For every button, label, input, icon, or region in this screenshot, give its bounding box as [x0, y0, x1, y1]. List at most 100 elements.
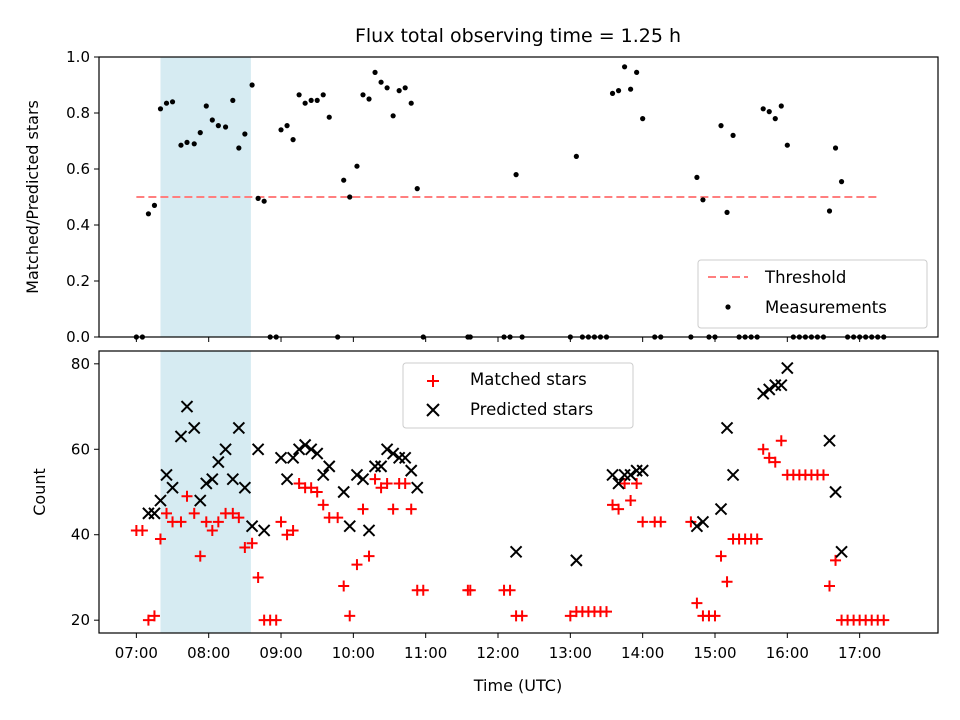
ratio-y-tick-label: 0.2: [66, 272, 90, 290]
legend-predicted-swatch: [426, 403, 440, 417]
predicted-star-point: [362, 524, 376, 537]
measurement-point: [360, 92, 366, 98]
measurement-point: [634, 69, 640, 75]
matched-star-point: [338, 580, 350, 592]
x-tick-label: 10:00: [332, 644, 375, 662]
predicted-star-point: [274, 451, 288, 465]
measurement-point: [230, 97, 236, 103]
count-y-ticks: 20 40 60 80: [71, 355, 99, 629]
x-tick-label: 14:00: [621, 644, 664, 662]
measurement-point: [354, 163, 360, 169]
measurement-point: [621, 64, 628, 70]
measurement-point: [157, 106, 164, 112]
measurement-point: [145, 211, 152, 217]
measurement-point: [209, 117, 215, 123]
predicted-star-point: [690, 519, 704, 533]
predicted-star-point: [606, 468, 619, 482]
ratio-y-tick-label: 0.6: [66, 160, 90, 178]
chart-title: Flux total observing time = 1.25 h: [355, 25, 681, 47]
matched-star-point: [270, 614, 282, 626]
matched-stars-points: [130, 435, 890, 626]
predicted-star-point: [398, 451, 412, 465]
matched-star-point: [351, 559, 363, 571]
matched-star-point: [757, 443, 769, 455]
measurement-point: [628, 86, 634, 92]
count-y-tick-label: 80: [71, 355, 90, 373]
predicted-star-point: [775, 378, 788, 392]
predicted-star-point: [696, 515, 710, 529]
measurement-point: [314, 97, 320, 103]
matched-star-point: [375, 482, 387, 494]
measurement-point: [178, 142, 184, 148]
matched-star-point: [878, 614, 890, 626]
count-y-axis-label: Count: [30, 468, 49, 516]
measurement-point: [784, 142, 790, 148]
measurement-point: [341, 177, 347, 183]
count-y-tick-label: 40: [71, 526, 90, 544]
matched-star-point: [246, 537, 258, 549]
predicted-star-point: [286, 451, 300, 465]
measurement-point: [724, 209, 730, 215]
predicted-star-point: [148, 507, 161, 520]
predicted-star-point: [726, 468, 740, 482]
measurement-point: [191, 141, 197, 147]
measurement-point: [302, 100, 308, 106]
predicted-star-point: [166, 481, 179, 494]
ratio-y-tick-label: 0.8: [66, 104, 90, 122]
legend-measurements-swatch: [725, 304, 731, 310]
measurement-point: [760, 106, 766, 112]
matched-star-point: [252, 571, 264, 583]
count-axes-frame: [98, 350, 939, 634]
measurement-point: [261, 198, 267, 204]
count-legend-box: [402, 362, 634, 429]
measurement-point: [402, 85, 408, 91]
predicted-star-point: [405, 464, 418, 477]
predicted-stars-points: [142, 361, 848, 567]
predicted-star-point: [350, 468, 364, 482]
predicted-star-point: [337, 485, 350, 499]
predicted-star-point: [219, 443, 232, 456]
measurement-point: [573, 153, 579, 159]
legend-predicted-label: Predicted stars: [470, 400, 593, 419]
measurement-point: [366, 96, 372, 102]
ratio-axes-frame: [98, 56, 939, 338]
predicted-star-point: [304, 443, 318, 456]
predicted-star-point: [636, 464, 649, 477]
matched-star-point: [175, 516, 187, 528]
legend-threshold-label: Threshold: [764, 268, 846, 287]
matched-star-point: [817, 469, 829, 481]
predicted-star-point: [160, 468, 173, 482]
count-panel: 20 40 60 80 07:00 08:00 09:00 10:00 11:00 12:00 1…: [30, 350, 939, 695]
measurement-point: [640, 116, 646, 122]
predicted-star-point: [624, 468, 637, 482]
matched-star-point: [239, 542, 251, 554]
matched-star-point: [332, 512, 344, 524]
matched-star-point: [399, 477, 411, 489]
predicted-star-point: [280, 472, 294, 486]
count-y-tick-label: 60: [71, 440, 90, 458]
measurement-point: [694, 174, 700, 180]
measurement-point: [766, 109, 772, 115]
predicted-star-point: [206, 472, 219, 486]
predicted-star-point: [292, 443, 306, 456]
matched-star-point: [212, 516, 224, 528]
ratio-y-tick-label: 0.4: [66, 216, 90, 234]
predicted-star-point: [714, 502, 728, 516]
x-tick-label: 11:00: [404, 644, 447, 662]
matched-star-point: [200, 516, 212, 528]
predicted-star-point: [763, 383, 776, 396]
matched-star-point: [369, 473, 381, 485]
measurement-point: [718, 123, 724, 129]
predicted-star-point: [757, 387, 770, 400]
predicted-star-point: [570, 554, 583, 567]
count-x-ticks: 07:00 08:00 09:00 10:00 11:00 12:00 13:00 14:00…: [115, 633, 881, 662]
predicted-star-point: [226, 472, 240, 486]
x-tick-label: 15:00: [693, 644, 736, 662]
matched-star-point: [154, 533, 166, 545]
measurement-point: [826, 208, 833, 214]
matched-star-point: [775, 435, 787, 447]
predicted-star-point: [823, 434, 836, 447]
measurement-point: [215, 123, 221, 129]
predicted-star-point: [238, 481, 252, 494]
predicted-star-point: [200, 477, 213, 490]
